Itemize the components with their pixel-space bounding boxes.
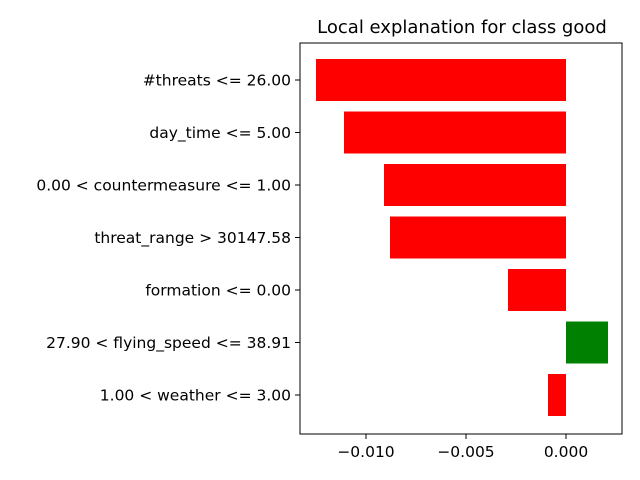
bar-1 <box>344 111 566 154</box>
x-tick-label-2: 0.000 <box>544 443 588 461</box>
bar-3 <box>390 216 566 259</box>
y-tick-label-5: 27.90 < flying_speed <= 38.91 <box>46 334 291 353</box>
y-tick-label-0: #threats <= 26.00 <box>143 72 291 90</box>
x-tick-label-0: −0.010 <box>337 443 394 461</box>
bar-0 <box>316 59 566 101</box>
y-tick-label-2: 0.00 < countermeasure <= 1.00 <box>36 177 291 195</box>
bar-2 <box>384 164 566 206</box>
bars-group <box>316 59 608 416</box>
y-tick-labels: #threats <= 26.00 day_time <= 5.00 0.00 < … <box>36 72 300 405</box>
y-tick-label-1: day_time <= 5.00 <box>149 124 291 143</box>
y-tick-label-3: threat_range > 30147.58 <box>94 229 291 248</box>
chart-title: Local explanation for class good <box>317 17 607 38</box>
bar-5 <box>566 321 608 364</box>
bar-6 <box>548 374 566 416</box>
x-tick-label-1: −0.005 <box>437 443 494 461</box>
y-tick-label-6: 1.00 < weather <= 3.00 <box>100 387 291 405</box>
plot-frame <box>299 42 623 435</box>
bar-4 <box>508 269 566 311</box>
x-ticks: −0.010 −0.005 0.000 <box>337 434 588 461</box>
y-tick-label-4: formation <= 0.00 <box>145 282 291 300</box>
